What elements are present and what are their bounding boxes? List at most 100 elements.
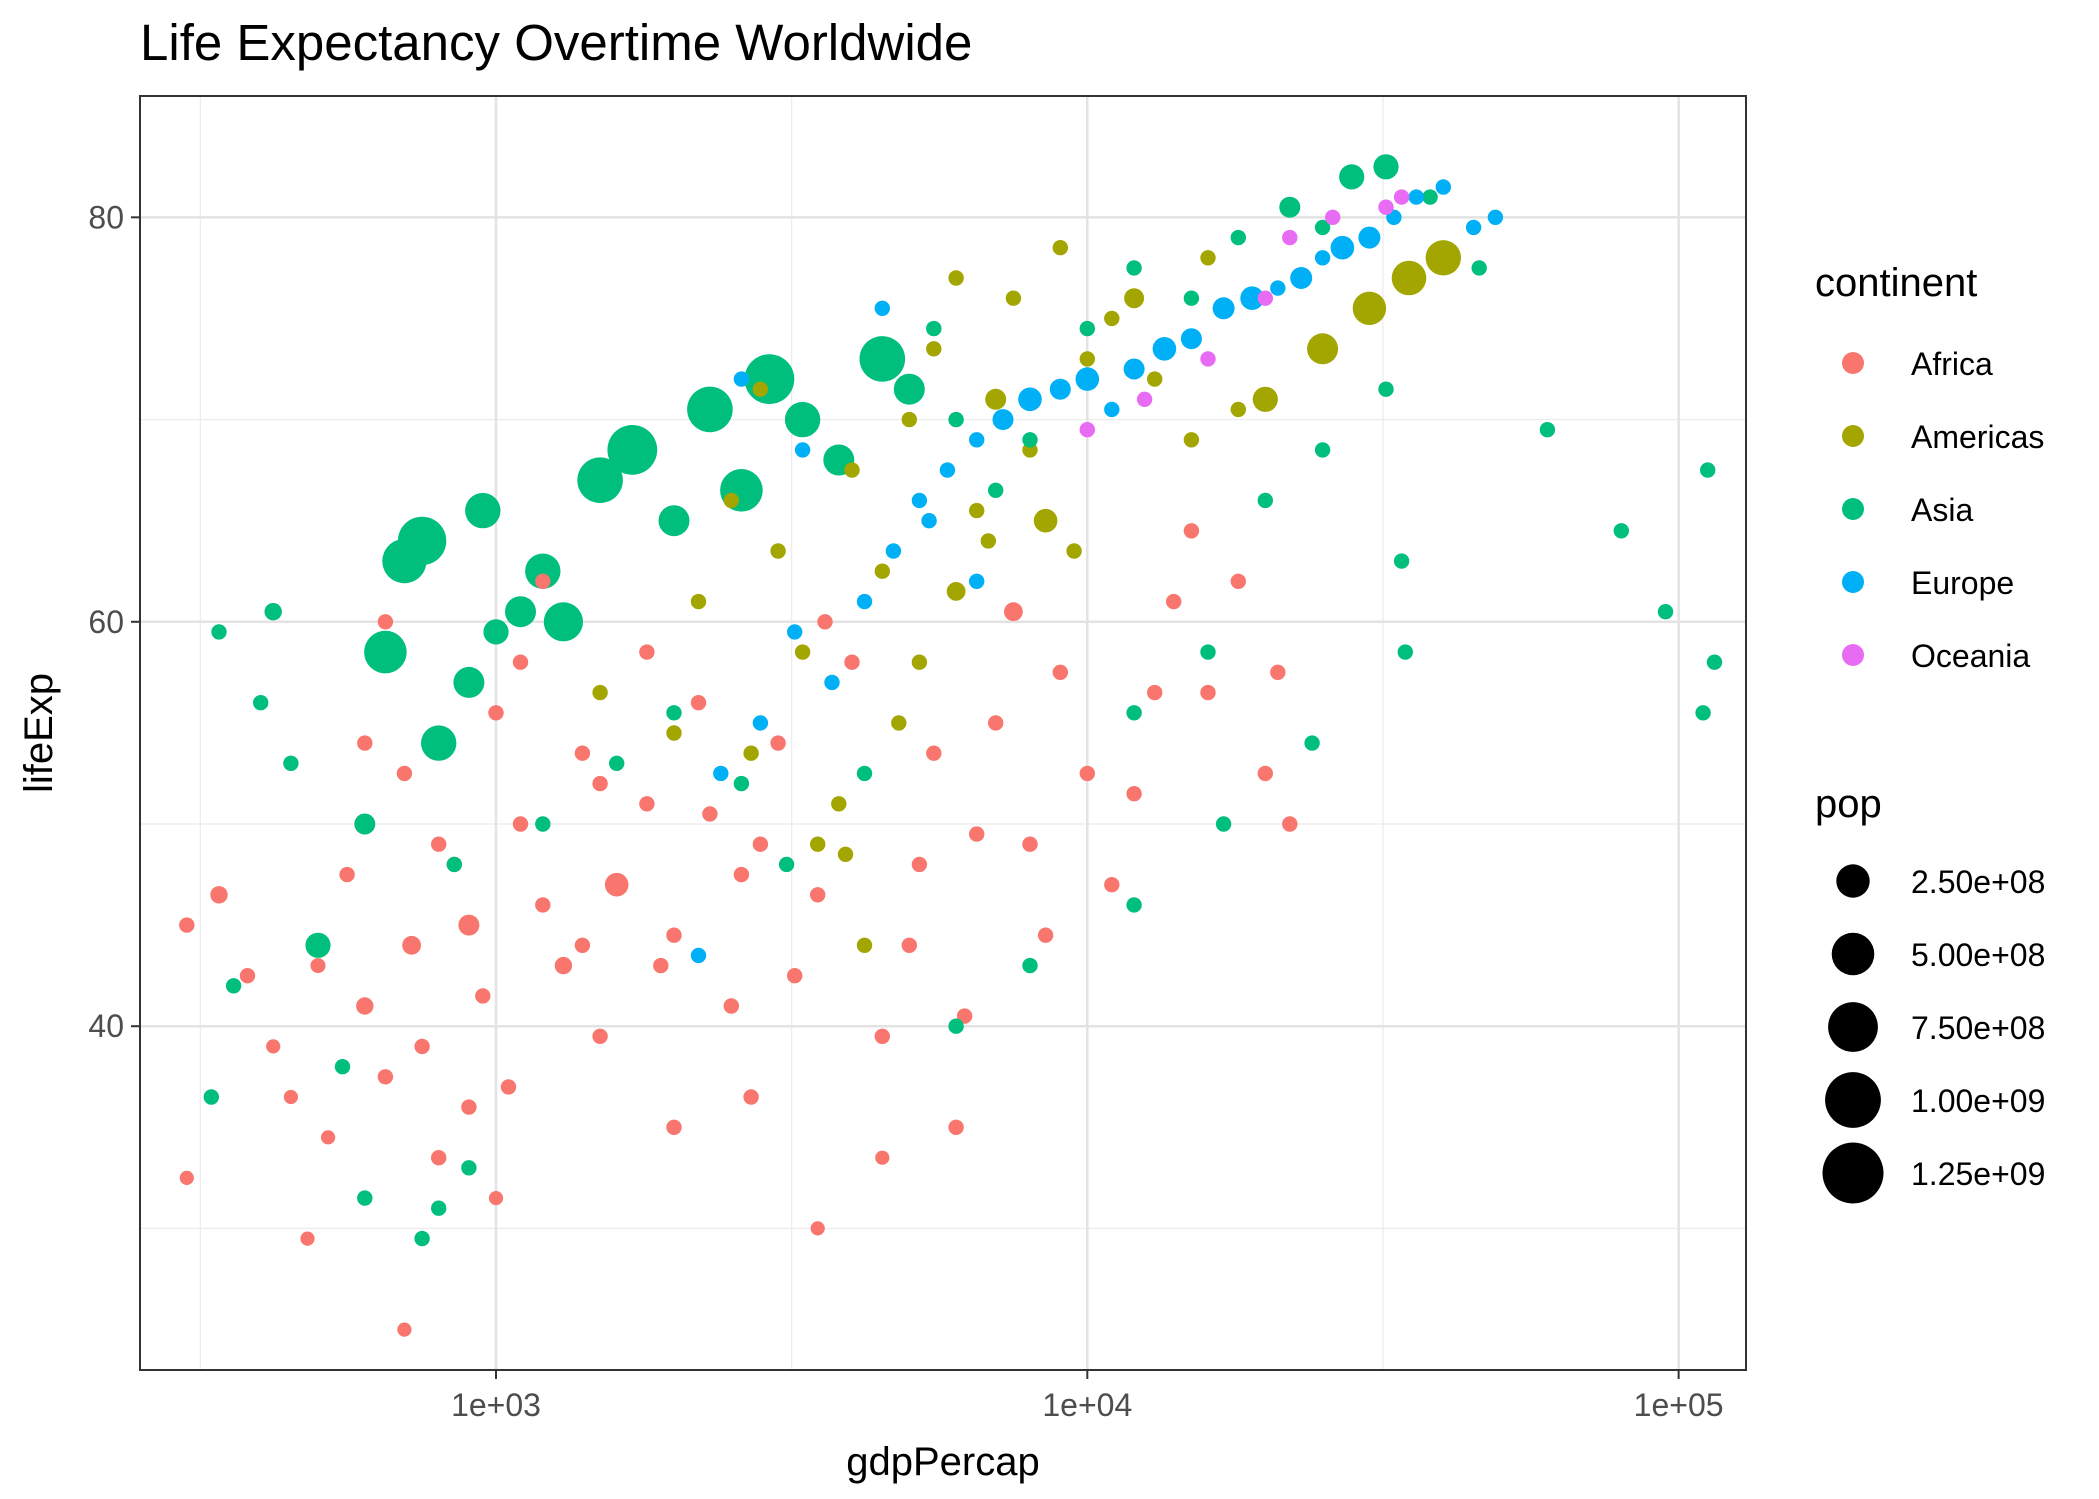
legend-key-africa [1842,352,1864,374]
point-americas [891,715,907,731]
point-africa [283,1089,298,1105]
point-americas [844,462,860,478]
grid-lines [140,96,1746,1370]
point-europe [824,674,840,691]
size-legend-key [1828,1002,1878,1052]
point-asia [1304,735,1320,751]
point-africa [1166,593,1182,610]
point-europe [1180,328,1202,350]
legend-label-americas: Americas [1911,419,2044,455]
point-americas [911,654,928,670]
point-americas [1104,310,1120,327]
point-africa [810,1221,825,1236]
point-americas [1033,508,1058,533]
point-africa [1270,664,1286,680]
point-asia [577,457,623,504]
point-europe [992,409,1014,431]
point-europe [856,593,873,610]
point-asia [926,320,942,337]
point-africa [1079,765,1096,782]
point-asia [253,695,269,711]
legend-label-africa: Africa [1911,346,1993,382]
point-europe [969,573,985,589]
point-oceania [1325,209,1341,225]
point-americas [1425,240,1462,276]
point-africa [357,735,373,751]
point-africa [690,695,707,711]
point-asia [609,755,625,771]
x-tick-label: 1e+03 [451,1387,541,1423]
point-asia [1471,260,1487,276]
point-europe [1465,219,1482,236]
point-americas [980,533,996,549]
point-africa [988,715,1004,731]
point-africa [1257,765,1274,782]
point-europe [1152,337,1177,361]
point-europe [1435,179,1452,195]
point-oceania [1378,199,1394,215]
point-africa [321,1130,336,1145]
point-africa [574,937,591,953]
point-asia [357,1190,373,1206]
point-africa [926,745,942,761]
point-americas [770,543,786,559]
point-americas [690,593,707,610]
point-europe [969,432,985,448]
point-africa [666,927,682,943]
point-africa [743,1089,759,1105]
point-americas [743,745,759,761]
point-asia [1079,320,1096,337]
point-asia [364,630,407,674]
point-asia [607,425,658,475]
point-asia [1126,705,1142,721]
point-asia [446,856,462,873]
point-africa [1200,684,1216,701]
x-tick-label: 1e+04 [1042,1387,1132,1423]
point-asia [1126,260,1142,276]
point-africa [179,1170,194,1185]
point-americas [948,270,964,286]
plot-panel [140,96,1746,1370]
point-americas [1147,371,1163,387]
point-europe [1330,235,1355,260]
size-legend-key [1836,864,1870,898]
point-africa [535,897,551,913]
point-europe [874,300,890,316]
chart-title: Life Expectancy Overtime Worldwide [140,14,972,71]
point-africa [339,866,355,883]
point-asia [1373,154,1399,180]
point-africa [210,886,228,904]
point-asia [856,765,873,782]
point-asia [421,725,457,761]
y-tick-label: 80 [88,199,124,235]
plot-area [139,95,1747,1371]
point-africa [179,917,195,933]
size-legend-key [1831,932,1875,976]
point-asia [1022,432,1038,448]
point-europe [794,442,811,458]
point-africa [592,1028,608,1045]
y-axis-title: lifeExp [17,673,61,793]
point-americas [810,836,826,852]
point-asia [988,482,1004,498]
point-asia [859,336,906,382]
point-asia [893,373,925,405]
data-points [179,154,1723,1337]
size-legend-label: 1.25e+09 [1911,1156,2045,1192]
size-legend-label: 7.50e+08 [1911,1010,2045,1046]
point-africa [431,1150,447,1166]
point-americas [1391,260,1427,296]
y-axis-ticks: 40 60 80 [88,199,140,1044]
point-asia [1314,219,1331,236]
point-europe [1290,267,1313,289]
point-africa [488,705,504,721]
point-americas [1200,250,1216,266]
point-africa [266,1039,281,1054]
point-asia [225,978,242,994]
point-africa [356,997,374,1015]
point-africa [875,1150,890,1165]
y-tick-label: 40 [88,1008,124,1044]
point-americas [1005,290,1022,306]
point-europe [911,492,928,509]
legend-label-oceania: Oceania [1911,638,2030,674]
